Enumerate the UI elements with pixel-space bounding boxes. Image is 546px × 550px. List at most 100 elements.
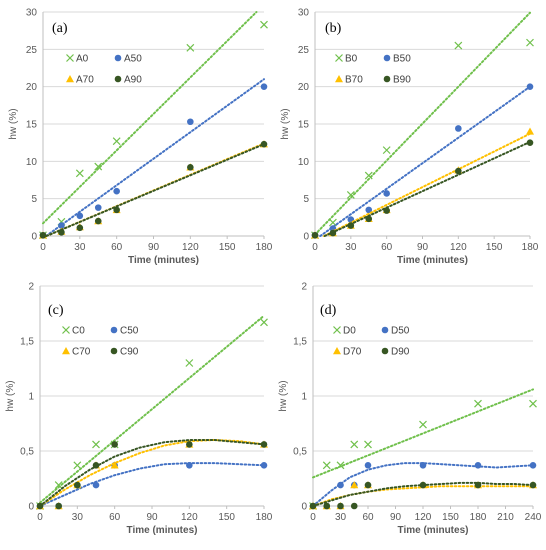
- data-point-A90: [187, 164, 194, 171]
- data-point-A0: [94, 162, 103, 171]
- legend-label: A90: [124, 75, 142, 86]
- legend-item-B0: B0: [335, 54, 358, 65]
- x-tick-label: 30: [345, 242, 357, 253]
- x-tick-label: 60: [381, 242, 393, 253]
- x-tick-label: 90: [417, 242, 429, 253]
- legend-label: A0: [76, 54, 89, 65]
- y-tick-label: 2: [28, 282, 34, 293]
- legend-item-C90: C90: [110, 347, 139, 358]
- chart-panel-2: 0 5 10 15 20 25 30 0 30 60 90 120 150 180 Time (minute…: [280, 8, 539, 267]
- data-point-A0: [75, 169, 84, 178]
- series-C70: [36, 438, 268, 510]
- data-point-B50: [383, 190, 390, 197]
- data-point-A50: [94, 204, 102, 211]
- data-point-C0: [185, 359, 194, 367]
- data-point-D90: [364, 481, 372, 489]
- data-point-C0: [54, 481, 63, 490]
- legend-label: D70: [343, 347, 362, 358]
- legend-label: C0: [72, 326, 85, 337]
- data-point-B50: [455, 125, 462, 132]
- x-axis-label: Time (minutes): [128, 255, 199, 266]
- series-A50: [39, 78, 268, 239]
- series-D90: [309, 481, 537, 510]
- legend-item-D70: D70: [333, 347, 362, 358]
- data-point-C0: [73, 461, 82, 470]
- x-tick-label: 90: [148, 242, 160, 253]
- legend: C0 C50 C70 C90: [62, 326, 139, 358]
- data-point-A50: [113, 187, 120, 195]
- y-tick-label: 0,5: [293, 447, 307, 458]
- data-point-A0: [112, 137, 121, 146]
- data-point-B90: [329, 229, 337, 237]
- x-tick-label: 30: [74, 242, 86, 253]
- data-point-D0: [364, 440, 372, 449]
- data-point-B90: [455, 167, 462, 175]
- legend-marker: [335, 54, 343, 62]
- data-point-D50: [364, 462, 372, 469]
- data-point-C90: [36, 502, 44, 510]
- trendline-B50: [319, 85, 531, 237]
- data-point-D90: [529, 481, 537, 489]
- data-point-C90: [55, 502, 62, 510]
- legend-item-D0: D0: [333, 326, 356, 337]
- legend-item-A90: A90: [114, 75, 142, 86]
- legend-marker: [110, 347, 118, 355]
- legend-marker: [383, 54, 391, 62]
- legend-label: B50: [393, 54, 411, 65]
- data-point-D90: [474, 481, 482, 489]
- data-point-B90: [526, 139, 534, 146]
- legend: D0 D50 D70 D90: [333, 326, 410, 358]
- y-axis-label: hw (%): [278, 380, 289, 411]
- data-point-D90: [337, 502, 344, 510]
- legend-item-C70: C70: [62, 347, 91, 358]
- chart-panel-4: 0 0,5 1 1,5 2 0 30 60 90 120 150 180 210 240 Time (min…: [278, 282, 542, 537]
- y-axis-label: hw (%): [280, 108, 291, 139]
- legend-marker: [381, 347, 389, 355]
- y-tick-label: 25: [26, 45, 38, 56]
- y-tick-label: 0: [28, 502, 34, 513]
- trendline-B0: [314, 11, 531, 236]
- x-tick-label: 0: [312, 242, 318, 253]
- data-point-B90: [383, 207, 390, 214]
- x-tick-label: 120: [415, 512, 432, 523]
- x-tick-label: 180: [256, 512, 273, 523]
- data-point-D90: [419, 481, 427, 489]
- y-tick-label: 20: [26, 82, 38, 93]
- y-axis-label: hw (%): [8, 108, 19, 139]
- legend: A0 A50 A70 A90: [66, 54, 142, 86]
- x-axis-label: Time (minutes): [397, 255, 468, 266]
- legend-marker: [383, 75, 391, 83]
- x-tick-label: 60: [362, 512, 374, 523]
- data-point-A50: [187, 118, 194, 126]
- data-point-B0: [328, 218, 337, 227]
- data-point-B0: [346, 191, 355, 199]
- x-tick-label: 0: [37, 512, 43, 523]
- data-point-D50: [474, 462, 482, 469]
- data-point-D70: [350, 481, 359, 489]
- data-point-A90: [113, 206, 120, 214]
- legend-item-D90: D90: [381, 347, 410, 358]
- series-C0: [36, 314, 268, 510]
- x-tick-label: 150: [442, 512, 459, 523]
- legend-item-B90: B90: [383, 75, 411, 86]
- data-point-D0: [336, 461, 345, 470]
- chart-panel-3: 0 0,5 1 1,5 2 0 30 60 90 120 150 180 Time (minutes) h…: [5, 282, 273, 537]
- trendline-A90: [45, 143, 265, 237]
- y-tick-label: 15: [26, 120, 38, 131]
- data-point-D50: [419, 462, 427, 469]
- y-tick-label: 10: [26, 157, 38, 168]
- data-point-C50: [186, 462, 193, 469]
- data-point-B90: [347, 222, 355, 229]
- legend-marker: [333, 326, 341, 334]
- legend-label: D90: [391, 347, 410, 358]
- trendline-A50: [45, 78, 265, 237]
- legend-marker: [62, 347, 70, 355]
- legend-marker: [333, 347, 341, 355]
- data-point-C90: [74, 481, 81, 489]
- y-tick-label: 5: [303, 194, 309, 205]
- series-B0: [311, 11, 534, 240]
- legend-item-B70: B70: [335, 75, 363, 86]
- data-point-A0: [186, 43, 195, 52]
- series-B90: [311, 139, 534, 239]
- data-point-A50: [260, 83, 268, 90]
